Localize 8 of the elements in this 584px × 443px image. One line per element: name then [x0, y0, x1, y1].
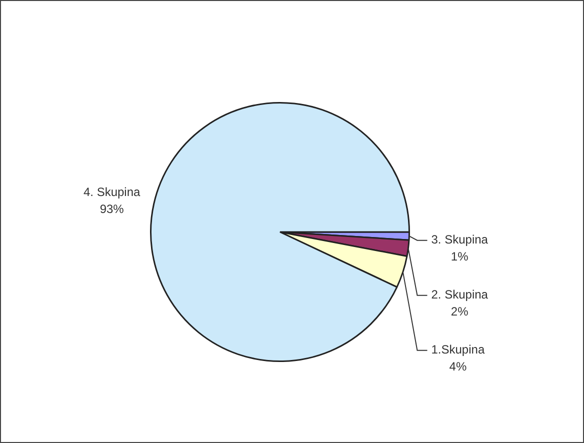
- data-label: 93%: [100, 202, 124, 216]
- slice-label: 4. Skupina: [83, 185, 141, 200]
- slice-label: 2. Skupina: [431, 288, 488, 302]
- data-label: 2%: [450, 304, 469, 319]
- slice-label: 3. Skupina: [431, 232, 488, 247]
- data-label: 4%: [449, 360, 467, 374]
- data-label: 1%: [450, 250, 469, 264]
- slice-label: 1.Skupina: [431, 342, 485, 357]
